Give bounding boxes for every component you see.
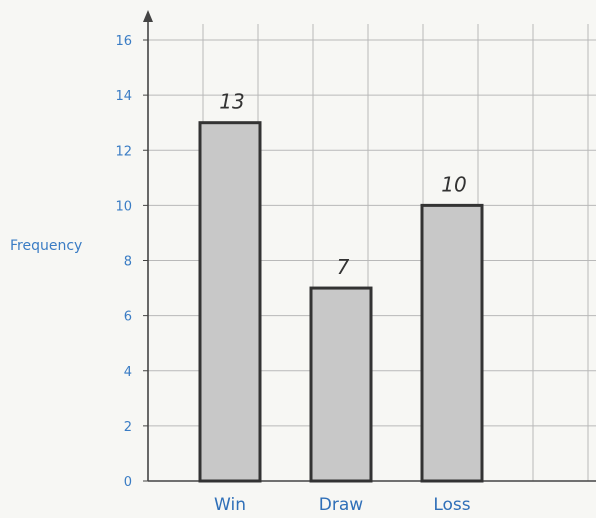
bar-data-label: 10 (441, 172, 466, 196)
y-tick-label: 10 (115, 199, 132, 214)
y-tick-labels: 0 2 4 6 8 10 12 14 16 (115, 34, 148, 490)
bar-data-label: 13 (219, 90, 244, 114)
y-axis-arrow-icon (143, 10, 153, 22)
y-tick-label: 12 (115, 144, 132, 159)
bar-win (198, 121, 262, 483)
y-tick-label: 8 (124, 255, 132, 270)
y-tick-label: 16 (115, 34, 132, 49)
data-labels: 13 7 10 (219, 90, 466, 279)
x-category-label: Win (214, 495, 246, 515)
bars (198, 121, 484, 483)
y-tick-label: 2 (124, 420, 132, 435)
x-category-label: Draw (319, 495, 363, 515)
y-axis-label: Frequency (10, 238, 82, 254)
x-category-label: Loss (433, 495, 470, 515)
x-category-labels: Win Draw Loss (214, 495, 471, 515)
bar-loss (420, 203, 484, 483)
y-tick-label: 6 (124, 310, 132, 325)
y-tick-label: 0 (124, 475, 132, 490)
bar-data-label: 7 (337, 255, 350, 279)
bar-draw (309, 286, 373, 483)
y-tick-label: 14 (115, 89, 132, 104)
y-tick-label: 4 (124, 365, 132, 380)
